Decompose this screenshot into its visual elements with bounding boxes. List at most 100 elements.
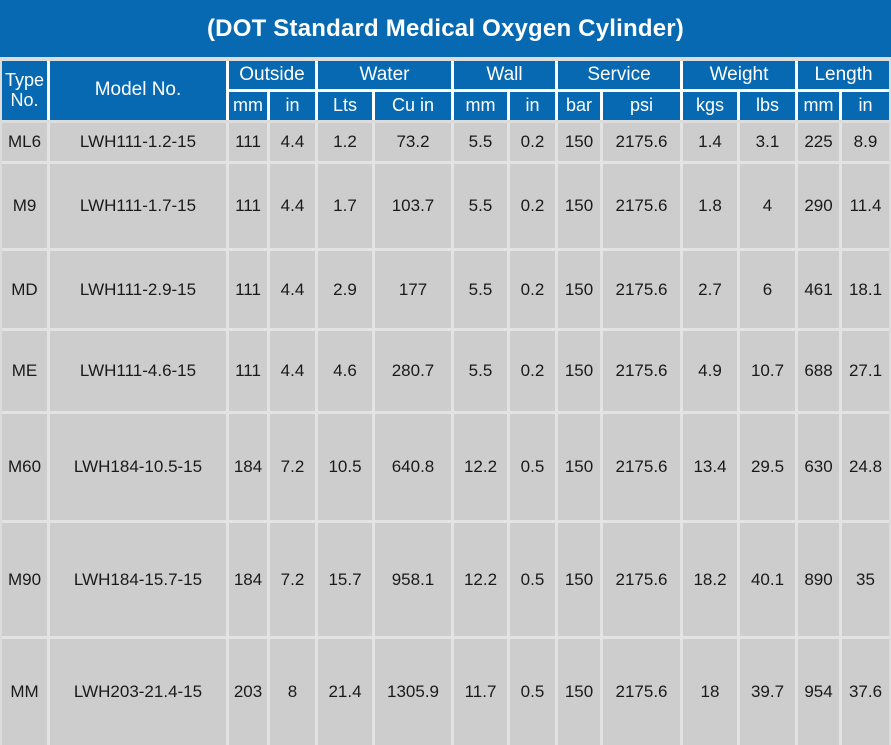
row-value-cell: 150: [558, 414, 600, 520]
row-value-cell: 640.8: [375, 414, 451, 520]
row-value-cell: 10.7: [740, 331, 795, 411]
row-value-cell: 18: [683, 639, 737, 745]
row-value-cell: 1.7: [318, 164, 372, 248]
row-value-cell: 12.2: [454, 523, 507, 636]
row-value-cell: 4: [740, 164, 795, 248]
row-value-cell: 150: [558, 123, 600, 161]
unit-header-wall-mm: mm: [454, 92, 507, 120]
row-value-cell: 150: [558, 523, 600, 636]
row-value-cell: 2175.6: [603, 331, 680, 411]
row-value-cell: 40.1: [740, 523, 795, 636]
row-value-cell: 18.1: [842, 251, 889, 328]
row-value-cell: 4.4: [270, 123, 315, 161]
column-group-weight: Weight: [683, 61, 795, 89]
row-value-cell: 4.6: [318, 331, 372, 411]
row-value-cell: 27.1: [842, 331, 889, 411]
column-group-service: Service: [558, 61, 680, 89]
row-value-cell: 1.2: [318, 123, 372, 161]
row-value-cell: 0.2: [510, 251, 555, 328]
row-type-no: M60: [2, 414, 47, 520]
row-value-cell: 7.2: [270, 523, 315, 636]
row-value-cell: 29.5: [740, 414, 795, 520]
row-value-cell: 4.4: [270, 251, 315, 328]
row-model-no: LWH184-15.7-15: [50, 523, 226, 636]
row-value-cell: 37.6: [842, 639, 889, 745]
unit-header-service-psi: psi: [603, 92, 680, 120]
unit-header-water-lts: Lts: [318, 92, 372, 120]
row-value-cell: 2175.6: [603, 164, 680, 248]
column-group-water: Water: [318, 61, 451, 89]
row-value-cell: 4.4: [270, 331, 315, 411]
row-value-cell: 0.5: [510, 414, 555, 520]
row-type-no: ML6: [2, 123, 47, 161]
row-value-cell: 2.7: [683, 251, 737, 328]
unit-header-length-mm: mm: [798, 92, 839, 120]
row-value-cell: 15.7: [318, 523, 372, 636]
column-group-wall: Wall: [454, 61, 555, 89]
row-value-cell: 1.4: [683, 123, 737, 161]
row-value-cell: 4.9: [683, 331, 737, 411]
column-header-type-no: Type No.: [2, 61, 47, 120]
row-value-cell: 111: [229, 251, 267, 328]
row-type-no: M90: [2, 523, 47, 636]
unit-header-weight-lbs: lbs: [740, 92, 795, 120]
unit-header-water-cuin: Cu in: [375, 92, 451, 120]
row-value-cell: 225: [798, 123, 839, 161]
row-value-cell: 0.5: [510, 523, 555, 636]
row-value-cell: 150: [558, 164, 600, 248]
row-value-cell: 6: [740, 251, 795, 328]
unit-header-outside-in: in: [270, 92, 315, 120]
title-bar: (DOT Standard Medical Oxygen Cylinder): [0, 0, 891, 57]
row-value-cell: 5.5: [454, 331, 507, 411]
row-value-cell: 2175.6: [603, 414, 680, 520]
row-value-cell: 111: [229, 123, 267, 161]
row-value-cell: 0.2: [510, 123, 555, 161]
table-header: Type No. Model No. Outside Water Wall Se…: [2, 61, 889, 120]
row-value-cell: 8: [270, 639, 315, 745]
row-value-cell: 12.2: [454, 414, 507, 520]
row-value-cell: 7.2: [270, 414, 315, 520]
row-value-cell: 2175.6: [603, 123, 680, 161]
row-value-cell: 150: [558, 251, 600, 328]
row-model-no: LWH111-1.2-15: [50, 123, 226, 161]
row-value-cell: 184: [229, 414, 267, 520]
row-model-no: LWH203-21.4-15: [50, 639, 226, 745]
row-value-cell: 0.5: [510, 639, 555, 745]
row-value-cell: 111: [229, 164, 267, 248]
row-value-cell: 688: [798, 331, 839, 411]
row-value-cell: 203: [229, 639, 267, 745]
page-title: (DOT Standard Medical Oxygen Cylinder): [206, 14, 685, 42]
row-value-cell: 103.7: [375, 164, 451, 248]
column-header-model-no: Model No.: [50, 61, 226, 120]
row-value-cell: 290: [798, 164, 839, 248]
row-model-no: LWH111-4.6-15: [50, 331, 226, 411]
row-value-cell: 2175.6: [603, 523, 680, 636]
row-value-cell: 0.2: [510, 164, 555, 248]
row-value-cell: 2.9: [318, 251, 372, 328]
row-value-cell: 2175.6: [603, 639, 680, 745]
row-model-no: LWH111-2.9-15: [50, 251, 226, 328]
row-value-cell: 4.4: [270, 164, 315, 248]
row-value-cell: 8.9: [842, 123, 889, 161]
row-type-no: MM: [2, 639, 47, 745]
unit-header-wall-in: in: [510, 92, 555, 120]
unit-header-length-in: in: [842, 92, 889, 120]
row-value-cell: 184: [229, 523, 267, 636]
row-value-cell: 630: [798, 414, 839, 520]
unit-header-weight-kgs: kgs: [683, 92, 737, 120]
row-value-cell: 5.5: [454, 251, 507, 328]
row-value-cell: 461: [798, 251, 839, 328]
row-value-cell: 177: [375, 251, 451, 328]
row-value-cell: 10.5: [318, 414, 372, 520]
row-value-cell: 2175.6: [603, 251, 680, 328]
row-value-cell: 150: [558, 639, 600, 745]
row-value-cell: 1.8: [683, 164, 737, 248]
row-value-cell: 35: [842, 523, 889, 636]
row-value-cell: 13.4: [683, 414, 737, 520]
unit-header-outside-mm: mm: [229, 92, 267, 120]
table-body: ML6 LWH111-1.2-15 111 4.4 1.2 73.2 5.5 0.2 150 21…: [2, 123, 889, 745]
row-type-no: ME: [2, 331, 47, 411]
row-value-cell: 5.5: [454, 164, 507, 248]
row-value-cell: 11.7: [454, 639, 507, 745]
